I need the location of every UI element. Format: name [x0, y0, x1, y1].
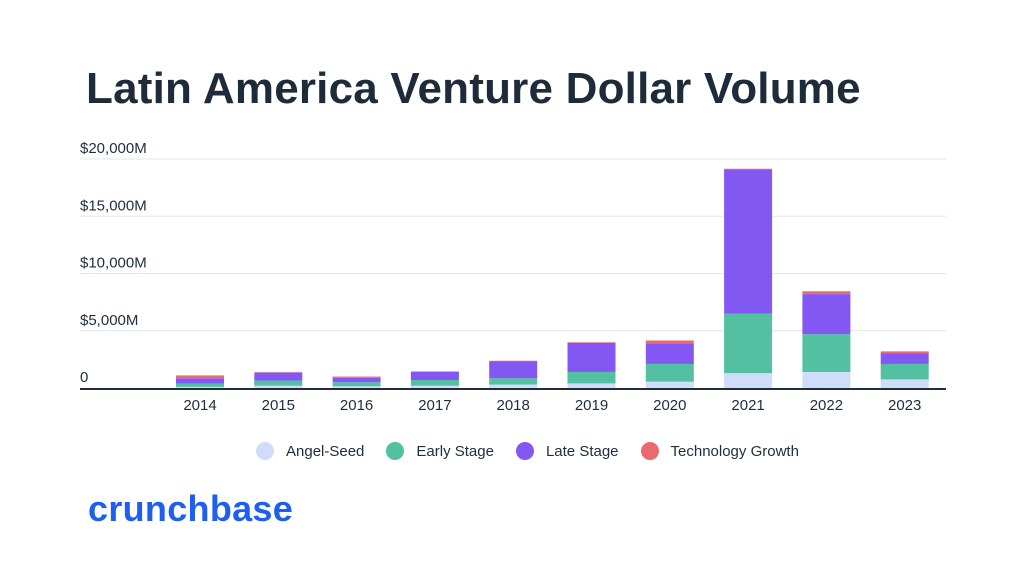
x-tick-label: 2019: [575, 397, 608, 414]
legend-item: Early Stage: [386, 442, 494, 460]
bar-segment: [332, 386, 381, 388]
bar-segment: [802, 294, 851, 335]
bar-segment: [176, 383, 224, 387]
y-tick-label: $5,000M: [80, 312, 138, 329]
bar-segment: [802, 371, 851, 388]
bar-segment: [567, 342, 616, 372]
x-tick-label: 2022: [810, 397, 843, 414]
bar-segment: [410, 371, 459, 372]
bar-segment: [724, 169, 773, 314]
bar-segment: [410, 371, 459, 380]
bar-segment: [880, 363, 929, 380]
y-tick-label: $20,000M: [80, 140, 147, 157]
bar-segment: [489, 361, 538, 379]
legend-item: Technology Growth: [640, 442, 799, 460]
bar-segment: [567, 383, 616, 388]
bar-segment: [332, 377, 381, 383]
bar-segment: [567, 371, 616, 384]
x-tick-label: 2017: [418, 397, 451, 414]
bar-segment: [802, 291, 851, 295]
bar-segment: [254, 372, 303, 381]
bar-segment: [410, 379, 459, 386]
legend-label: Late Stage: [545, 442, 619, 460]
x-tick-label: 2023: [888, 397, 921, 414]
x-tick-label: 2018: [497, 397, 530, 414]
bar-segment: [645, 363, 694, 382]
legend-item: Angel-Seed: [256, 442, 364, 460]
bar-segment: [724, 313, 773, 374]
x-tick-label: 2015: [262, 397, 295, 414]
chart-title: Latin America Venture Dollar Volume: [86, 64, 861, 113]
legend-swatch: [640, 442, 659, 460]
legend-label: Early Stage: [416, 442, 494, 460]
bar-segment: [176, 375, 224, 379]
x-tick-label: 2020: [653, 397, 686, 414]
legend-swatch: [256, 442, 274, 460]
bar-segment: [254, 380, 303, 386]
chart-legend: Angel-Seed Early Stage Late Stage Technolog…: [256, 442, 821, 460]
y-tick-label: $10,000M: [80, 255, 147, 272]
crunchbase-logo: crunchbase: [88, 488, 294, 529]
bar-segment: [880, 353, 929, 364]
legend-swatch: [386, 442, 405, 460]
bar-segment: [724, 373, 773, 388]
bar-segment: [176, 386, 224, 388]
bar-segment: [645, 343, 694, 364]
legend-label: Angel-Seed: [286, 442, 365, 460]
x-tick-label: 2016: [340, 397, 373, 414]
bar-segment: [176, 378, 224, 384]
bar-segment: [254, 385, 303, 388]
y-tick-label: 0: [80, 369, 88, 386]
bar-segment: [724, 168, 773, 170]
bar-segment: [332, 376, 381, 378]
legend-label: Technology Growth: [670, 442, 799, 460]
bar-segment: [645, 381, 694, 388]
y-tick-label: $15,000M: [80, 197, 147, 214]
bar-segment: [410, 385, 459, 388]
x-tick-label: 2021: [731, 397, 764, 414]
x-tick-label: 2014: [183, 397, 216, 414]
bar-segment: [880, 379, 929, 388]
legend-swatch: [515, 442, 534, 460]
bar-segment: [567, 342, 616, 343]
bar-segment: [489, 384, 538, 388]
legend-item: Late Stage: [515, 442, 619, 460]
bar-segment: [802, 334, 851, 372]
bar-segment: [880, 351, 929, 354]
bar-segment: [489, 378, 538, 385]
bar-segment: [645, 340, 694, 344]
bar-segment: [332, 382, 381, 387]
